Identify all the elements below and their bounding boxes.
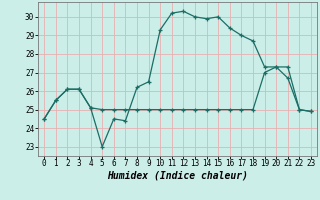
X-axis label: Humidex (Indice chaleur): Humidex (Indice chaleur) <box>107 171 248 181</box>
